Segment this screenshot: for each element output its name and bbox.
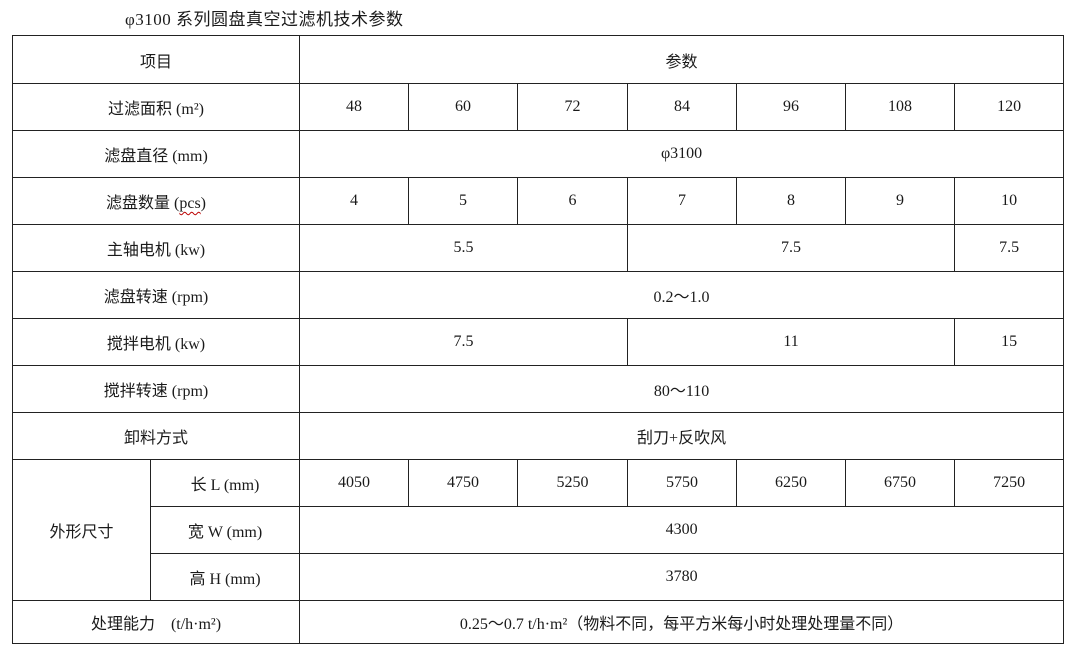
value-disc-count-2: 6 <box>517 177 629 225</box>
value-length-6: 7250 <box>954 459 1065 507</box>
value-main-motor-2: 7.5 <box>954 224 1065 272</box>
value-dimension-width: 4300 <box>299 506 1065 554</box>
label-dimension-length: 长 L (mm) <box>149 459 301 507</box>
header-cell-param: 参数 <box>299 35 1065 84</box>
value-filter-area-5: 108 <box>845 83 956 131</box>
value-filter-area-2: 72 <box>517 83 629 131</box>
spec-table: 项目 参数 过滤面积 (m²) 48 60 72 84 96 108 120 滤… <box>11 35 1065 644</box>
value-disc-diameter: φ3100 <box>299 130 1065 178</box>
value-length-1: 4750 <box>408 459 519 507</box>
row-disc-diameter: 滤盘直径 (mm) φ3100 <box>11 130 1065 178</box>
row-dimension-length: 外形尺寸 长 L (mm) 4050 4750 5250 5750 6250 6… <box>12 459 1065 601</box>
value-filter-area-6: 120 <box>954 83 1065 131</box>
label-disc-diameter: 滤盘直径 (mm) <box>11 130 301 178</box>
label-agitator-speed: 搅拌转速 (rpm) <box>11 365 301 413</box>
label-dimension-width: 宽 W (mm) <box>149 506 301 554</box>
row-main-motor: 主轴电机 (kw) 5.5 7.5 7.5 <box>11 224 1065 272</box>
value-disc-speed: 0.2～1.0 <box>299 271 1065 319</box>
label-filter-area: 过滤面积 (m²) <box>11 83 301 131</box>
label-disc-speed: 滤盘转速 (rpm) <box>11 271 301 319</box>
value-disc-count-4: 8 <box>736 177 847 225</box>
header-row: 项目 参数 <box>11 35 1065 84</box>
label-dimension-height: 高 H (mm) <box>149 553 301 601</box>
value-disc-count-0: 4 <box>299 177 410 225</box>
value-disc-count-6: 10 <box>954 177 1065 225</box>
row-dimension-height: 高 H (mm) 3780 <box>13 553 1065 601</box>
value-disc-count-1: 5 <box>408 177 519 225</box>
row-disc-speed: 滤盘转速 (rpm) 0.2～1.0 <box>11 271 1065 319</box>
value-capacity: 0.25～0.7 t/h·m²（物料不同，每平方米每小时处理处理量不同） <box>299 600 1065 644</box>
spellcheck-word: pcs <box>179 195 201 212</box>
value-discharge-mode: 刮刀+反吹风 <box>299 412 1065 460</box>
value-length-4: 6250 <box>736 459 847 507</box>
label-main-motor: 主轴电机 (kw) <box>11 224 301 272</box>
value-filter-area-3: 84 <box>627 83 738 131</box>
value-filter-area-1: 60 <box>408 83 519 131</box>
value-length-3: 5750 <box>627 459 738 507</box>
value-agitator-motor-2: 15 <box>954 318 1065 366</box>
row-discharge-mode: 卸料方式 刮刀+反吹风 <box>11 412 1065 460</box>
row-filter-area: 过滤面积 (m²) 48 60 72 84 96 108 120 <box>11 83 1065 131</box>
value-length-0: 4050 <box>299 459 410 507</box>
value-main-motor-1: 7.5 <box>627 224 956 272</box>
label-discharge-mode: 卸料方式 <box>11 412 301 460</box>
label-disc-count-post: ) <box>200 195 206 212</box>
row-agitator-speed: 搅拌转速 (rpm) 80～110 <box>11 365 1065 413</box>
value-agitator-speed: 80～110 <box>299 365 1065 413</box>
value-filter-area-0: 48 <box>299 83 410 131</box>
header-cell-item: 项目 <box>11 35 301 84</box>
value-disc-count-3: 7 <box>627 177 738 225</box>
row-capacity: 处理能力 (t/h·m²) 0.25～0.7 t/h·m²（物料不同，每平方米每… <box>11 600 1065 644</box>
value-dimension-height: 3780 <box>299 553 1065 601</box>
value-filter-area-4: 96 <box>736 83 847 131</box>
value-length-2: 5250 <box>517 459 629 507</box>
row-disc-count: 滤盘数量 (pcs) 4 5 6 7 8 9 10 <box>11 177 1065 225</box>
row-dimension-width: 宽 W (mm) 4300 <box>13 506 1065 554</box>
value-disc-count-5: 9 <box>845 177 956 225</box>
row-agitator-motor: 搅拌电机 (kw) 7.5 11 15 <box>11 318 1065 366</box>
label-agitator-motor: 搅拌电机 (kw) <box>11 318 301 366</box>
page-title: φ3100 系列圆盘真空过滤机技术参数 <box>125 10 404 29</box>
label-disc-count-pre: 滤盘数量 ( <box>106 195 180 212</box>
label-disc-count: 滤盘数量 (pcs) <box>11 177 301 225</box>
label-capacity: 处理能力 (t/h·m²) <box>11 600 301 644</box>
value-agitator-motor-1: 11 <box>627 318 956 366</box>
label-dimensions-group: 外形尺寸 <box>12 459 151 601</box>
value-main-motor-0: 5.5 <box>299 224 629 272</box>
value-agitator-motor-0: 7.5 <box>299 318 629 366</box>
value-length-5: 6750 <box>845 459 956 507</box>
